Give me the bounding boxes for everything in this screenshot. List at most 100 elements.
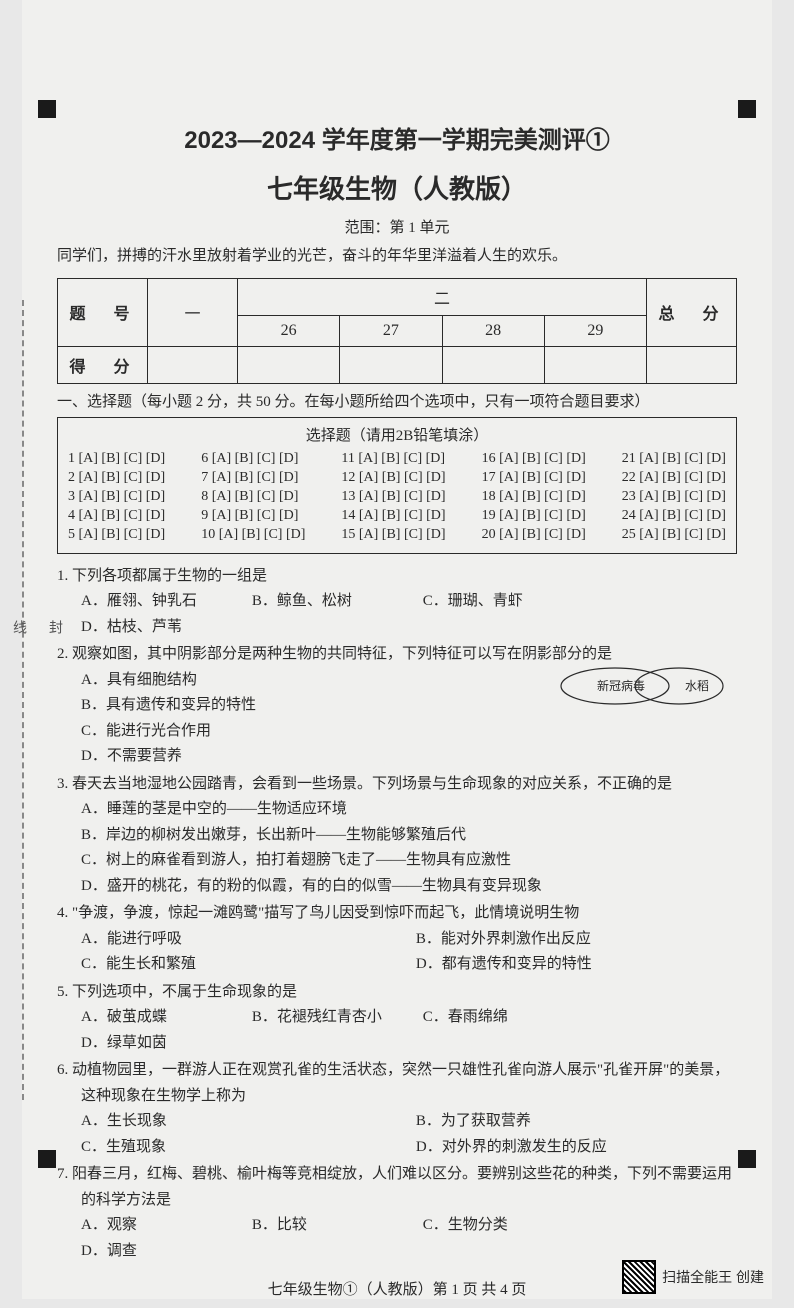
option: A．生长现象	[81, 1109, 396, 1135]
bubble-row: 24 [A] [B] [C] [D]	[622, 508, 726, 524]
score-cell	[238, 346, 340, 383]
score-cell	[148, 346, 238, 383]
option: D．绿草如茵	[81, 1031, 232, 1057]
bubble-row: 13 [A] [B] [C] [D]	[341, 489, 445, 505]
options: A．观察B．比较C．生物分类D．调查	[57, 1213, 737, 1264]
score-cell	[647, 346, 737, 383]
th-score: 得 分	[58, 346, 148, 383]
venn-diagram: 新冠病毒 水稻	[557, 664, 727, 718]
th-29: 29	[544, 315, 646, 346]
question: 4. "争渡，争渡，惊起一滩鸥鹭"描写了鸟儿因受到惊吓而起飞，此情境说明生物A．…	[57, 901, 737, 978]
bubble-row: 10 [A] [B] [C] [D]	[201, 527, 305, 543]
qr-icon	[622, 1260, 656, 1294]
crop-mark	[738, 100, 756, 118]
question: 1. 下列各项都属于生物的一组是A．雁翎、钟乳石 B．鲸鱼、松树 C．珊瑚、青虾 D．…	[57, 564, 737, 641]
option: C．树上的麻雀看到游人，拍打着翅膀飞走了——生物具有应激性	[81, 848, 737, 874]
question-stem: 1. 下列各项都属于生物的一组是	[57, 564, 737, 590]
option: D．都有遗传和变异的特性	[416, 952, 731, 978]
question-stem: 3. 春天去当地湿地公园踏青，会看到一些场景。下列场景与生命现象的对应关系，不正…	[57, 772, 737, 798]
bubble-row: 14 [A] [B] [C] [D]	[341, 508, 445, 524]
exam-scope: 范围：第 1 单元	[57, 216, 737, 237]
bubble-row: 8 [A] [B] [C] [D]	[201, 489, 305, 505]
bubble-row: 20 [A] [B] [C] [D]	[482, 527, 586, 543]
question: 2. 观察如图，其中阴影部分是两种生物的共同特征，下列特征可以写在阴影部分的是新…	[57, 642, 737, 770]
option: C．珊瑚、青虾	[423, 589, 574, 615]
option: D．不需要营养	[81, 744, 737, 770]
bubble-column: 6 [A] [B] [C] [D]7 [A] [B] [C] [D]8 [A] …	[201, 451, 305, 543]
bubble-row: 2 [A] [B] [C] [D]	[68, 470, 165, 486]
options: A．睡莲的茎是中空的——生物适应环境B．岸边的柳树发出嫩芽，长出新叶——生物能够…	[57, 797, 737, 899]
bubble-row: 9 [A] [B] [C] [D]	[201, 508, 305, 524]
question-stem: 5. 下列选项中，不属于生命现象的是	[57, 980, 737, 1006]
score-table: 题 号 一 二 总 分 26 27 28 29 得 分	[57, 278, 737, 384]
svg-text:水稻: 水稻	[685, 679, 709, 693]
section-1-title: 一、选择题（每小题 2 分，共 50 分。在每小题所给四个选项中，只有一项符合题…	[57, 390, 737, 411]
option: B．能对外界刺激作出反应	[416, 927, 731, 953]
th-two: 二	[238, 278, 647, 315]
crop-mark	[738, 1150, 756, 1168]
question-stem: 7. 阳春三月，红梅、碧桃、榆叶梅等竞相绽放，人们难以区分。要辨别这些花的种类，…	[57, 1162, 737, 1213]
bubble-column: 11 [A] [B] [C] [D]12 [A] [B] [C] [D]13 […	[341, 451, 445, 543]
th-number: 题 号	[58, 278, 148, 346]
bubble-row: 23 [A] [B] [C] [D]	[622, 489, 726, 505]
scan-badge: 扫描全能王 创建	[622, 1260, 764, 1294]
option: B．鲸鱼、松树	[252, 589, 403, 615]
options: A．生长现象 B．为了获取营养 C．生殖现象 D．对外界的刺激发生的反应	[57, 1109, 737, 1160]
binding-label: 封线	[8, 620, 64, 634]
bubble-row: 5 [A] [B] [C] [D]	[68, 527, 165, 543]
bubble-row: 11 [A] [B] [C] [D]	[341, 451, 445, 467]
score-cell	[544, 346, 646, 383]
options: A．能进行呼吸 B．能对外界刺激作出反应 C．能生长和繁殖 D．都有遗传和变异的特性	[57, 927, 737, 978]
th-one: 一	[148, 278, 238, 346]
questions-list: 1. 下列各项都属于生物的一组是A．雁翎、钟乳石 B．鲸鱼、松树 C．珊瑚、青虾 D．…	[57, 564, 737, 1265]
score-cell	[442, 346, 544, 383]
option: A．雁翎、钟乳石	[81, 589, 232, 615]
score-cell	[340, 346, 442, 383]
greeting: 同学们，拼搏的汗水里放射着学业的光芒，奋斗的年华里洋溢着人生的欢乐。	[57, 245, 737, 268]
option: A．破茧成蝶	[81, 1005, 232, 1031]
bubble-row: 19 [A] [B] [C] [D]	[482, 508, 586, 524]
venn-svg: 新冠病毒 水稻	[557, 664, 727, 708]
question-stem: 6. 动植物园里，一群游人正在观赏孔雀的生活状态，突然一只雄性孔雀向游人展示"孔…	[57, 1058, 737, 1109]
bubble-row: 22 [A] [B] [C] [D]	[622, 470, 726, 486]
option: C．生殖现象	[81, 1135, 396, 1161]
page-subtitle: 七年级生物（人教版）	[57, 169, 737, 206]
page-title: 2023—2024 学年度第一学期完美测评①	[57, 120, 737, 155]
option: D．对外界的刺激发生的反应	[416, 1135, 731, 1161]
bubble-row: 15 [A] [B] [C] [D]	[341, 527, 445, 543]
exam-page: 2023—2024 学年度第一学期完美测评① 七年级生物（人教版） 范围：第 1…	[22, 0, 772, 1299]
question: 6. 动植物园里，一群游人正在观赏孔雀的生活状态，突然一只雄性孔雀向游人展示"孔…	[57, 1058, 737, 1160]
bubble-row: 1 [A] [B] [C] [D]	[68, 451, 165, 467]
question: 7. 阳春三月，红梅、碧桃、榆叶梅等竞相绽放，人们难以区分。要辨别这些花的种类，…	[57, 1162, 737, 1264]
options: A．破茧成蝶 B．花褪残红青杏小 C．春雨绵绵 D．绿草如茵	[57, 1005, 737, 1056]
bubble-column: 16 [A] [B] [C] [D]17 [A] [B] [C] [D]18 […	[482, 451, 586, 543]
option: A．观察	[81, 1213, 232, 1239]
binding-line	[22, 300, 24, 1100]
bubble-row: 7 [A] [B] [C] [D]	[201, 470, 305, 486]
th-28: 28	[442, 315, 544, 346]
bubble-grid: 1 [A] [B] [C] [D]2 [A] [B] [C] [D]3 [A] …	[68, 451, 726, 543]
option: C．能生长和繁殖	[81, 952, 396, 978]
question-stem: 4. "争渡，争渡，惊起一滩鸥鹭"描写了鸟儿因受到惊吓而起飞，此情境说明生物	[57, 901, 737, 927]
th-total: 总 分	[647, 278, 737, 346]
option: C．能进行光合作用	[81, 719, 737, 745]
bubble-row: 4 [A] [B] [C] [D]	[68, 508, 165, 524]
bubble-row: 25 [A] [B] [C] [D]	[622, 527, 726, 543]
answer-bubble-box: 选择题（请用2B铅笔填涂） 1 [A] [B] [C] [D]2 [A] [B]…	[57, 417, 737, 554]
option: B．为了获取营养	[416, 1109, 731, 1135]
svg-text:新冠病毒: 新冠病毒	[597, 678, 645, 693]
question: 3. 春天去当地湿地公园踏青，会看到一些场景。下列场景与生命现象的对应关系，不正…	[57, 772, 737, 900]
option: C．春雨绵绵	[423, 1005, 574, 1031]
crop-mark	[38, 100, 56, 118]
option: A．睡莲的茎是中空的——生物适应环境	[81, 797, 737, 823]
options: A．雁翎、钟乳石 B．鲸鱼、松树 C．珊瑚、青虾 D．枯枝、芦苇	[57, 589, 737, 640]
option: B．花褪残红青杏小	[252, 1005, 403, 1031]
bubble-row: 16 [A] [B] [C] [D]	[482, 451, 586, 467]
option: D．枯枝、芦苇	[81, 615, 232, 641]
bubble-row: 17 [A] [B] [C] [D]	[482, 470, 586, 486]
question: 5. 下列选项中，不属于生命现象的是A．破茧成蝶 B．花褪残红青杏小 C．春雨绵绵 D…	[57, 980, 737, 1057]
option: B．岸边的柳树发出嫩芽，长出新叶——生物能够繁殖后代	[81, 823, 737, 849]
th-27: 27	[340, 315, 442, 346]
option: B．比较	[252, 1213, 403, 1239]
option: A．能进行呼吸	[81, 927, 396, 953]
